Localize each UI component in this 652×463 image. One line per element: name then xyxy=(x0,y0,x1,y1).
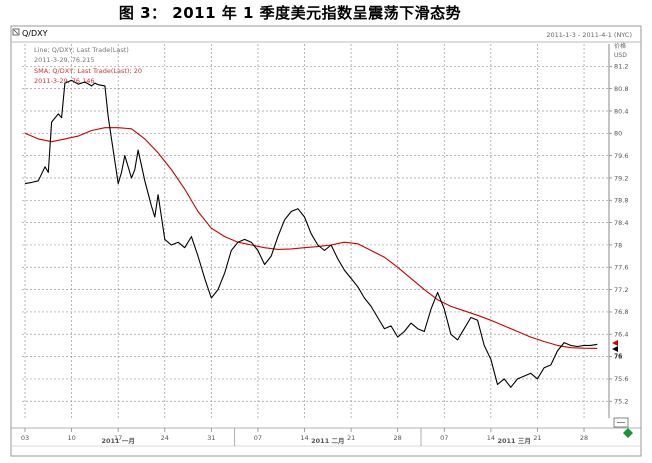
x-tick-label: 14 xyxy=(300,434,308,442)
x-tick-label: 31 xyxy=(207,434,215,442)
x-tick-label: 07 xyxy=(254,434,262,442)
legend-sma-value: 2011-3-29, 76.146 xyxy=(34,77,95,85)
grid xyxy=(22,44,609,418)
y-axis: 81.2 80.8 80.4 80 79.6 79.2 78.8 78.4 78 77.6 77.2… xyxy=(608,44,628,418)
y-tick-label: 76 xyxy=(614,353,622,361)
month-label: 2011 三月 xyxy=(497,437,530,445)
last-value-label: 76 xyxy=(614,352,622,360)
x-axis: 03 10 17 24 31 07 14 21 28 07 14 21 28 2011 一月 2011 二月… xyxy=(11,427,641,447)
y-tick-label: 77.6 xyxy=(614,264,628,272)
x-tick-label: 28 xyxy=(394,434,402,442)
series-layer xyxy=(24,79,598,388)
legend-line-value: 2011-3-29, 76.215 xyxy=(34,56,95,64)
currency-label: USD xyxy=(614,52,627,59)
x-tick-label: 24 xyxy=(161,434,169,442)
window-close-icon[interactable] xyxy=(12,28,20,36)
y-tick-label: 79.6 xyxy=(614,152,628,160)
y-tick-label: 76.4 xyxy=(614,331,628,339)
x-tick-label: 03 xyxy=(21,434,29,442)
y-tick-label: 81.2 xyxy=(614,63,628,71)
price-series-line xyxy=(24,79,598,388)
x-tick-label: 17 xyxy=(114,434,122,442)
y-tick-label: 80.8 xyxy=(614,85,628,93)
date-range: 2011-1-3 - 2011-4-1 (NYC) xyxy=(546,31,632,39)
y-tick-label: 75.6 xyxy=(614,375,628,383)
x-tick-label: 10 xyxy=(67,434,75,442)
y-tick-label: 80 xyxy=(614,130,622,138)
x-tick-label: 07 xyxy=(440,434,448,442)
y-tick-label: 78.8 xyxy=(614,197,628,205)
x-tick-label: 21 xyxy=(533,434,541,442)
legend-sma-series: SMA; Q/DXY; Last Trade(Last); 20 xyxy=(34,67,142,75)
navigation-diamond-icon[interactable] xyxy=(623,428,633,438)
legend-line-series: Line; Q/DXY; Last Trade(Last) xyxy=(34,46,129,54)
month-label: 2011 一月 xyxy=(101,437,134,445)
month-label: 2011 二月 xyxy=(311,437,344,445)
symbol-label: Q/DXY xyxy=(22,29,48,38)
y-tick-label: 78.4 xyxy=(614,219,628,227)
x-tick-label: 14 xyxy=(487,434,495,442)
price-corner-label: 价格 xyxy=(614,42,626,50)
page-title: 图 3： 2011 年 1 季度美元指数呈震荡下滑态势 xyxy=(118,4,462,22)
y-tick-label: 78 xyxy=(614,241,622,249)
x-tick-label: 28 xyxy=(580,434,588,442)
y-tick-label: 76.8 xyxy=(614,308,628,316)
last-value-marker: 76 xyxy=(612,340,622,360)
y-tick-label: 80.4 xyxy=(614,107,628,115)
sma-series-line xyxy=(24,127,598,349)
x-tick-label: 21 xyxy=(347,434,355,442)
y-tick-label: 77.2 xyxy=(614,286,628,294)
y-tick-label: 79.2 xyxy=(614,174,628,182)
y-tick-label: 75.2 xyxy=(614,398,628,406)
chart-frame xyxy=(10,25,642,457)
zoom-box-icon[interactable] xyxy=(613,417,629,428)
